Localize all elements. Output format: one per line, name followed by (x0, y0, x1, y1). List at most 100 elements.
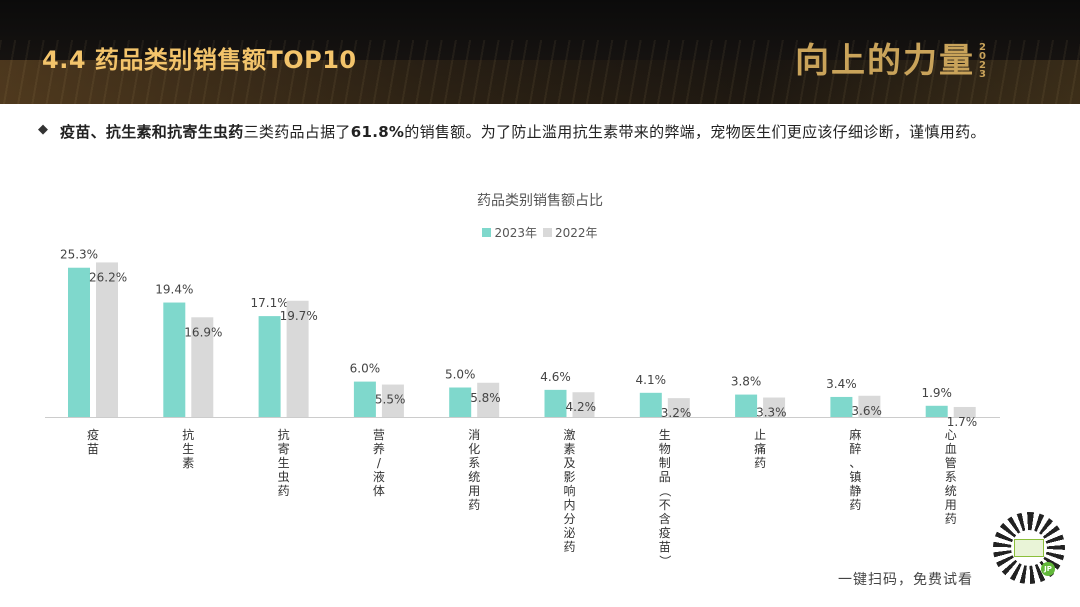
category-label-char: 含 (659, 511, 671, 526)
bar-2022 (381, 384, 404, 417)
qr-center (1011, 530, 1047, 566)
bar-2023 (735, 394, 758, 417)
category-label-char: 虫 (278, 470, 290, 484)
category-label-char: 素 (563, 442, 575, 456)
bar-2023 (639, 392, 662, 417)
data-label-2022: 16.9% (184, 325, 222, 339)
chart-title: 药品类别销售额占比 (477, 193, 603, 209)
bar-2022 (191, 317, 214, 417)
bar-2023 (830, 396, 853, 417)
data-label-2022: 19.7% (280, 309, 318, 323)
data-label-2022: 3.6% (851, 404, 882, 418)
category-label-char: 液 (373, 469, 385, 484)
category-label-char: 药 (945, 512, 957, 526)
category-label-char: 不 (659, 498, 671, 512)
data-label-2023: 3.8% (731, 375, 762, 389)
category-label-char: （ (658, 485, 672, 497)
legend-label-2023: 2023年 (494, 226, 537, 240)
category-label-char: 静 (849, 484, 861, 498)
category-label-char: 苗 (87, 442, 99, 456)
category-label-char: 响 (563, 483, 575, 498)
bar-2022 (477, 382, 500, 417)
event-logo: 向上的力量 2 0 2 3 (795, 42, 986, 80)
category-label-char: 分 (563, 512, 575, 526)
category-label-char: 品 (659, 470, 671, 484)
category-label-char: 痛 (754, 441, 766, 456)
category-label-char: 物 (659, 442, 671, 456)
category-label-char: 系 (468, 456, 480, 470)
bar-2023 (925, 405, 948, 417)
category-label-char: 止 (754, 428, 766, 442)
category-label-char: 营 (373, 428, 385, 442)
data-label-2023: 4.1% (636, 373, 667, 387)
category-label-char: 、 (849, 456, 861, 470)
category-label-char: 影 (563, 470, 575, 484)
category-label-char: 药 (849, 498, 861, 512)
data-label-2022: 26.2% (89, 270, 127, 284)
category-label-char: 生 (659, 428, 671, 442)
category-label-char: 用 (945, 498, 957, 512)
category-label-char: 药 (754, 456, 766, 470)
bar-2022 (96, 262, 118, 417)
data-label-2023: 5.0% (445, 368, 476, 382)
data-label-2023: 17.1% (251, 296, 289, 310)
bar-2023 (544, 389, 567, 417)
summary-text-part: 的销售额。为了防止滥用抗生素带来的弊端，宠物医生们更应该仔细诊断，谨慎用药。 (404, 123, 986, 141)
bar-2022 (763, 397, 786, 417)
data-label-2022: 4.2% (566, 400, 597, 414)
category-label-char: 生 (278, 456, 290, 470)
category-label-char: 寄 (278, 441, 290, 456)
category-label-char: 疫 (659, 525, 671, 540)
category-label-char: 养 (373, 441, 385, 456)
category-label-char: / (377, 456, 382, 470)
header-stripes (0, 40, 1080, 104)
bar-2022 (286, 300, 309, 417)
header-glow (0, 60, 1080, 104)
logo-year-digit: 2 (979, 42, 986, 53)
diamond-bullet-icon: ◆ (38, 122, 48, 137)
category-label: 止痛药 (754, 428, 766, 470)
category-label-char: 抗 (182, 427, 194, 442)
summary-bold-percent: 61.8% (350, 123, 405, 141)
category-label-char: 用 (468, 484, 480, 498)
category-label-char: 体 (373, 484, 385, 498)
category-label-char: 镇 (849, 470, 861, 484)
data-label-2022: 3.2% (661, 406, 692, 420)
legend-label-2022: 2022年 (555, 226, 598, 240)
category-label-char: 消 (468, 428, 480, 442)
category-label-char: 麻 (849, 427, 861, 442)
logo-text: 向上的力量 (795, 41, 975, 81)
bar-2023 (353, 381, 376, 417)
header-banner: 4.4 药品类别销售额TOP10 向上的力量 2 0 2 3 (0, 0, 1080, 104)
data-label-2023: 19.4% (155, 283, 193, 297)
page-title: 4.4 药品类别销售额TOP10 (42, 46, 357, 74)
data-label-2022: 5.8% (470, 391, 501, 405)
scan-prompt: 一键扫码，免费试看 (838, 572, 973, 588)
category-label-char: 醉 (849, 441, 861, 456)
legend-swatch-2023 (482, 228, 492, 237)
data-label-2023: 1.9% (921, 386, 952, 400)
category-label: 麻醉、镇静药 (849, 427, 861, 512)
category-label-char: 疫 (87, 427, 99, 442)
category-label-char: 泌 (563, 526, 575, 540)
category-label-char: 内 (563, 498, 575, 512)
category-label-char: 药 (563, 540, 575, 554)
chart-legend: 2023年 2022年 (0, 224, 1080, 241)
summary-text: 疫苗、抗生素和抗寄生虫药三类药品占据了61.8%的销售额。为了防止滥用抗生素带来… (60, 119, 986, 145)
category-label-char: 统 (468, 470, 480, 484)
category-label-char: 药 (278, 484, 290, 498)
legend-item-2022: 2022年 (543, 224, 598, 241)
logo-year-digit: 3 (979, 69, 986, 80)
category-label: 营养/液体 (373, 428, 385, 498)
category-label-char: 苗 (659, 540, 671, 554)
bar-2022 (953, 406, 976, 417)
category-label: 疫苗 (87, 427, 99, 456)
data-label-2022: 3.3% (756, 406, 787, 420)
summary-bold-categories: 疫苗、抗生素和抗寄生虫药 (60, 123, 244, 141)
qr-code[interactable]: JP (993, 512, 1065, 584)
category-label-char: 抗 (278, 427, 290, 442)
category-label-char: 制 (659, 456, 671, 470)
